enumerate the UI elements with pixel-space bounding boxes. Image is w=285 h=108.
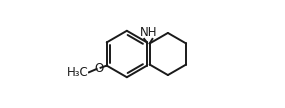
Text: H₃C: H₃C <box>67 66 88 79</box>
Text: NH: NH <box>140 26 157 39</box>
Text: O: O <box>94 62 103 75</box>
